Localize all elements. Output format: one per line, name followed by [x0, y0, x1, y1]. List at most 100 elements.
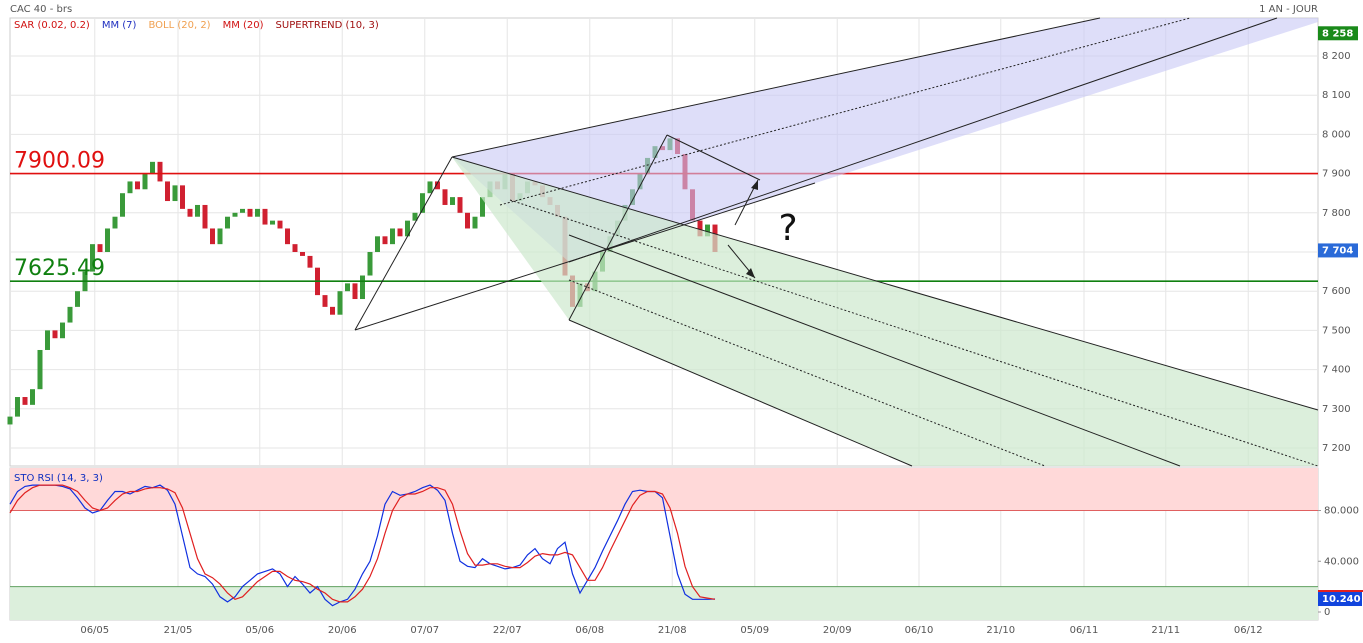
y-tick-label: 0 — [1324, 607, 1330, 618]
fork-line — [666, 134, 761, 181]
panel-title: STO RSI (14, 3, 3) — [14, 473, 103, 484]
oscillator-line — [9, 484, 716, 607]
pitchforks — [354, 17, 1319, 467]
fork-line — [568, 319, 913, 467]
candle — [232, 212, 238, 217]
y-tick-label: 80.000 — [1324, 506, 1359, 517]
candle — [435, 181, 440, 190]
candle — [472, 216, 478, 229]
candle — [187, 208, 193, 217]
candle — [382, 236, 388, 245]
candle — [210, 228, 215, 245]
candle — [322, 295, 328, 307]
x-tick-label: 21/05 — [164, 625, 193, 636]
badge-label: 8 258 — [1322, 28, 1353, 39]
x-tick-label: 21/08 — [658, 625, 687, 636]
fork-line — [568, 17, 1278, 263]
candle — [97, 244, 103, 252]
candle — [37, 349, 43, 390]
candle — [345, 283, 350, 292]
chart-title: CAC 40 - brs — [10, 4, 72, 15]
candle — [120, 193, 125, 217]
candle — [202, 204, 208, 229]
candle — [150, 161, 155, 174]
candle — [247, 208, 253, 217]
candle — [157, 161, 163, 182]
badge-label: 10.240 — [1322, 594, 1361, 605]
fork-line — [354, 156, 453, 331]
candle — [285, 228, 290, 245]
x-tick-label: 21/10 — [986, 625, 1015, 636]
candle — [270, 220, 275, 225]
candle — [420, 193, 425, 213]
candle — [367, 251, 373, 276]
candle — [262, 208, 268, 225]
candle — [705, 224, 710, 237]
candle — [225, 216, 230, 229]
level-label: 7900.09 — [14, 149, 105, 174]
x-tick-label: 05/09 — [740, 625, 769, 636]
y-tick-label: 40.000 — [1324, 556, 1359, 567]
candle — [67, 306, 73, 323]
candle — [427, 181, 433, 194]
y-tick-label: 7 600 — [1322, 286, 1351, 297]
candle — [112, 216, 118, 229]
x-tick-label: 06/05 — [80, 625, 109, 636]
fork-line — [451, 17, 1101, 158]
candle — [240, 208, 245, 213]
legend-entry: BOLL (20, 2) — [148, 20, 210, 31]
x-tick-label: 22/07 — [493, 625, 522, 636]
fork-line — [568, 279, 1046, 467]
candle — [127, 181, 133, 194]
candle — [180, 185, 185, 209]
candle — [60, 322, 65, 339]
badge-label: 7 704 — [1322, 245, 1353, 256]
y-tick-label: 7 400 — [1322, 365, 1351, 376]
candle — [450, 197, 455, 205]
candle — [360, 275, 365, 300]
y-tick-label: 7 800 — [1322, 208, 1351, 219]
annotation: ? — [778, 208, 797, 249]
x-tick-label: 20/06 — [328, 625, 357, 636]
arrow-head — [746, 268, 755, 278]
candle — [105, 228, 110, 252]
candle — [352, 283, 358, 300]
x-tick-label: 06/12 — [1234, 625, 1263, 636]
badge — [1318, 592, 1362, 607]
candle — [15, 397, 20, 417]
candle — [300, 251, 305, 256]
candle — [397, 228, 403, 237]
level-label: 7625.49 — [14, 256, 105, 281]
candle — [375, 236, 380, 252]
fork-line — [509, 199, 1319, 467]
y-tick-label: 8 000 — [1322, 129, 1351, 140]
fork-line — [568, 234, 1181, 467]
legend-entry: SUPERTREND (10, 3) — [276, 20, 379, 31]
candle — [330, 306, 335, 315]
legend-entry: MM (20) — [223, 20, 264, 31]
x-tick-label: 20/09 — [823, 625, 852, 636]
badge — [1318, 243, 1358, 258]
x-tick-label: 06/11 — [1070, 625, 1099, 636]
candle — [7, 416, 13, 425]
candle — [52, 330, 58, 339]
x-tick-label: 06/10 — [905, 625, 934, 636]
candle — [292, 244, 298, 252]
candle — [390, 228, 395, 245]
candle — [337, 291, 343, 315]
candle — [135, 181, 140, 190]
candle — [480, 197, 485, 217]
candle — [172, 185, 178, 202]
x-tick-label: 05/06 — [245, 625, 274, 636]
candle — [307, 255, 313, 268]
arrow-head — [751, 180, 758, 190]
candle — [255, 208, 260, 217]
candle — [457, 197, 463, 213]
oscillator-line — [9, 484, 716, 603]
legend-entry: SAR (0.02, 0.2) — [14, 20, 90, 31]
fork-line — [451, 156, 1319, 411]
x-tick-label: 06/08 — [575, 625, 604, 636]
zone — [10, 586, 1318, 620]
y-tick-label: 7 200 — [1322, 443, 1351, 454]
